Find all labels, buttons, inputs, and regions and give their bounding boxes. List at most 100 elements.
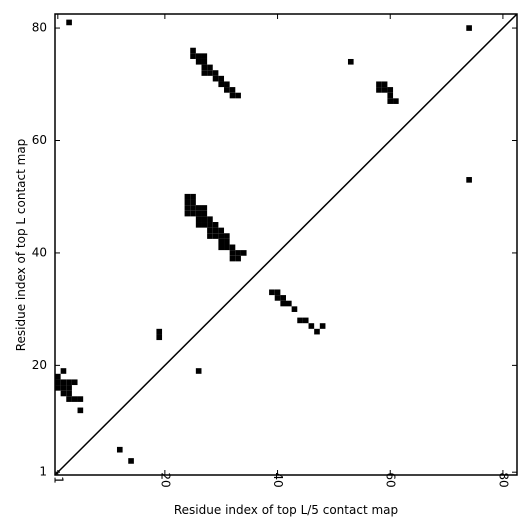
contact-cell [229, 250, 236, 256]
contact-cell [156, 328, 163, 335]
contact-cell [201, 205, 208, 211]
contact-cell [184, 193, 191, 200]
contact-cell [195, 53, 202, 59]
diagonal [54, 13, 518, 476]
contact-cell [224, 244, 230, 251]
x-tick-label: 80 [496, 472, 510, 487]
contact-cell [387, 87, 394, 93]
x-tick-label: 1 [51, 476, 65, 484]
contact-cell [195, 205, 202, 211]
contact-cell [201, 216, 208, 223]
contact-cell [195, 58, 202, 65]
plot-frame [54, 13, 518, 476]
contact-cell [201, 70, 208, 76]
contact-cell [190, 205, 196, 211]
contact-cell [201, 53, 208, 59]
y-tick-label: 80 [32, 21, 47, 35]
contact-cell [128, 458, 134, 464]
contact-cell [269, 289, 275, 296]
contact-cell [218, 75, 225, 82]
contact-cell [184, 199, 191, 206]
contact-cell [60, 390, 67, 397]
contact-cell [201, 222, 208, 228]
contact-cell [381, 81, 388, 88]
contact-cell [77, 396, 84, 402]
contact-cell [291, 306, 298, 312]
contact-cell [224, 81, 230, 88]
contact-cell [381, 87, 388, 93]
contact-cell [212, 222, 219, 228]
x-tick-label: 20 [158, 472, 172, 487]
contact-cell [314, 328, 320, 335]
x-axis-label: Residue index of top L/5 contact map [174, 503, 398, 517]
contact-cell [235, 255, 241, 262]
contact-cell [60, 368, 67, 374]
x-tick-label: 60 [384, 472, 398, 487]
contact-cell [207, 222, 213, 228]
contact-cell [319, 323, 326, 329]
y-tick-label: 1 [39, 465, 47, 479]
contact-cell [60, 385, 67, 391]
contact-cell [190, 53, 196, 59]
contact-cell [184, 205, 191, 211]
contact-cell [201, 64, 208, 71]
contact-cell [66, 396, 72, 402]
contact-cell [229, 92, 236, 99]
contact-cell [116, 446, 123, 453]
contact-cell [190, 199, 196, 206]
contact-cell [212, 233, 219, 239]
contact-cell [55, 379, 61, 386]
contact-cell [212, 75, 219, 82]
contact-cell [71, 396, 78, 402]
contact-cell [347, 58, 354, 65]
contact-cell [66, 379, 72, 386]
contact-cell [207, 233, 213, 239]
contact-cell [466, 25, 472, 31]
contact-cell [224, 238, 230, 245]
contact-cell [280, 300, 286, 307]
contact-cell [240, 250, 247, 256]
contact-cell [224, 87, 230, 93]
y-tick-label: 60 [32, 133, 47, 147]
contact-cell [218, 81, 225, 88]
contact-cell [190, 210, 196, 217]
contact-cell [207, 64, 213, 71]
contact-cell [207, 216, 213, 223]
contact-cell [218, 233, 225, 239]
contact-cell [184, 210, 191, 217]
contact-cell [71, 379, 78, 386]
contact-cell [218, 244, 225, 251]
contact-cell [195, 216, 202, 223]
contact-cell [235, 250, 241, 256]
contact-cell [393, 98, 399, 104]
contact-cell [212, 70, 219, 76]
contact-cell [218, 227, 225, 234]
contact-cell [190, 47, 196, 54]
contact-cell [66, 385, 72, 391]
contact-cell [286, 300, 292, 307]
y-tick-label: 20 [32, 358, 47, 372]
contact-cell [274, 289, 281, 296]
contact-cell [195, 222, 202, 228]
contact-cell [195, 368, 202, 374]
contact-cell [195, 210, 202, 217]
y-axis-label: Residue index of top L contact map [14, 139, 28, 352]
contact-cell [297, 317, 303, 324]
contact-cell [60, 379, 67, 386]
contact-cell [229, 255, 236, 262]
contact-cell [376, 87, 382, 93]
contact-cell [235, 92, 241, 99]
contact-cell [207, 70, 213, 76]
contact-cell [376, 81, 382, 88]
contact-cell [212, 227, 219, 234]
contact-cell [274, 295, 281, 301]
contact-cell [302, 317, 309, 324]
contact-cell [77, 407, 84, 414]
contact-cell [280, 295, 286, 301]
contact-cell [190, 193, 196, 200]
x-tick-label: 40 [271, 472, 285, 487]
contact-cell [229, 87, 236, 93]
contact-cell [55, 373, 61, 380]
contact-cell [387, 92, 394, 99]
contact-cell [207, 227, 213, 234]
